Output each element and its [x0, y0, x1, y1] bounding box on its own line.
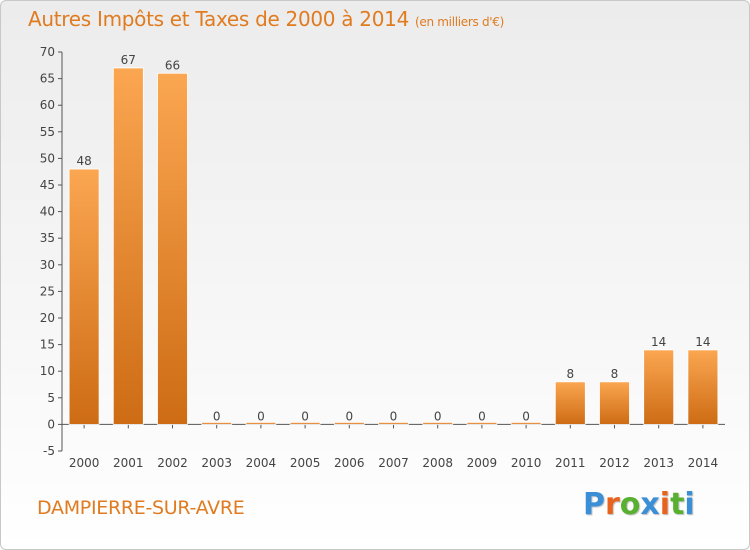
logo-letter: i [659, 487, 671, 522]
bar-value-label: 67 [121, 53, 136, 67]
bar [422, 421, 454, 425]
chart-title: Autres Impôts et Taxes de 2000 à 2014 (en… [28, 7, 504, 31]
x-tick-label: 2010 [511, 456, 542, 470]
y-tick-label: 10 [40, 364, 55, 378]
y-tick-label: 45 [40, 178, 55, 192]
bar-value-label: 0 [257, 409, 265, 423]
bar-value-label: 14 [651, 335, 666, 349]
bar-value-label: 48 [76, 154, 91, 168]
commune-name: DAMPIERRE-SUR-AVRE [37, 497, 245, 519]
proxiti-logo: Proxiti [583, 487, 695, 522]
bar-value-label: 8 [611, 367, 619, 381]
y-tick-label: 5 [47, 391, 55, 405]
bar-value-label: 0 [390, 409, 398, 423]
bar-value-label: 8 [566, 367, 574, 381]
bar [687, 349, 719, 425]
y-tick-label: 15 [40, 338, 55, 352]
logo-letter: t [670, 487, 685, 522]
bar-value-label: 66 [165, 58, 180, 72]
logo-letter: o [619, 487, 641, 522]
bar [201, 421, 233, 425]
bar-value-label: 0 [345, 409, 353, 423]
bar-layer: 48 67 66 0 0 0 0 0 0 0 0 8 8 14 14 [68, 53, 719, 425]
y-tick-label: 30 [40, 258, 55, 272]
x-tick-label: 2001 [113, 456, 144, 470]
bar [333, 421, 365, 425]
bar [289, 421, 321, 425]
x-tick-label: 2008 [422, 456, 453, 470]
bar [643, 349, 675, 425]
logo-letter: r [605, 487, 620, 522]
y-tick-label: 25 [40, 284, 55, 298]
y-tick-label: 65 [40, 72, 55, 86]
bar-value-label: 0 [478, 409, 486, 423]
y-tick-label: -5 [43, 444, 55, 458]
axis-layer: -5 0 5 10 15 20 25 30 35 40 45 50 55 60 65 70 2000 2001 20… [40, 45, 725, 470]
x-tick-label: 2002 [157, 456, 188, 470]
x-tick-label: 2013 [643, 456, 674, 470]
y-tick-label: 60 [40, 98, 55, 112]
x-tick-label: 2005 [290, 456, 321, 470]
bar-value-label: 0 [213, 409, 221, 423]
bar [112, 67, 144, 425]
y-tick-label: 55 [40, 125, 55, 139]
chart-unit: (en milliers d'€) [415, 15, 505, 29]
bar [466, 421, 498, 425]
chart-title-text: Autres Impôts et Taxes de 2000 à 2014 [28, 7, 409, 31]
x-tick-label: 2000 [69, 456, 100, 470]
bar [599, 381, 630, 425]
bar-value-label: 0 [434, 409, 442, 423]
x-tick-label: 2007 [378, 456, 409, 470]
logo-letter: x [640, 487, 660, 522]
x-tick-label: 2006 [334, 456, 365, 470]
y-tick-label: 50 [40, 151, 55, 165]
bar [245, 421, 277, 425]
bar [68, 168, 100, 425]
bar [510, 421, 542, 425]
y-tick-label: 40 [40, 205, 55, 219]
x-tick-label: 2004 [246, 456, 277, 470]
bar-value-label: 0 [301, 409, 309, 423]
y-tick-label: 70 [40, 45, 55, 59]
logo-letter: P [583, 487, 605, 522]
x-tick-label: 2014 [688, 456, 719, 470]
bar-value-label: 0 [522, 409, 530, 423]
y-tick-label: 35 [40, 231, 55, 245]
logo-letter: i [684, 487, 695, 522]
bar [157, 72, 188, 425]
x-tick-label: 2011 [555, 456, 586, 470]
x-tick-label: 2012 [599, 456, 630, 470]
bar-value-label: 14 [695, 335, 710, 349]
bar [378, 421, 409, 425]
x-tick-label: 2009 [467, 456, 498, 470]
y-tick-label: 0 [47, 417, 55, 431]
y-tick-label: 20 [40, 311, 55, 325]
bar [554, 381, 586, 425]
x-tick-label: 2003 [201, 456, 232, 470]
